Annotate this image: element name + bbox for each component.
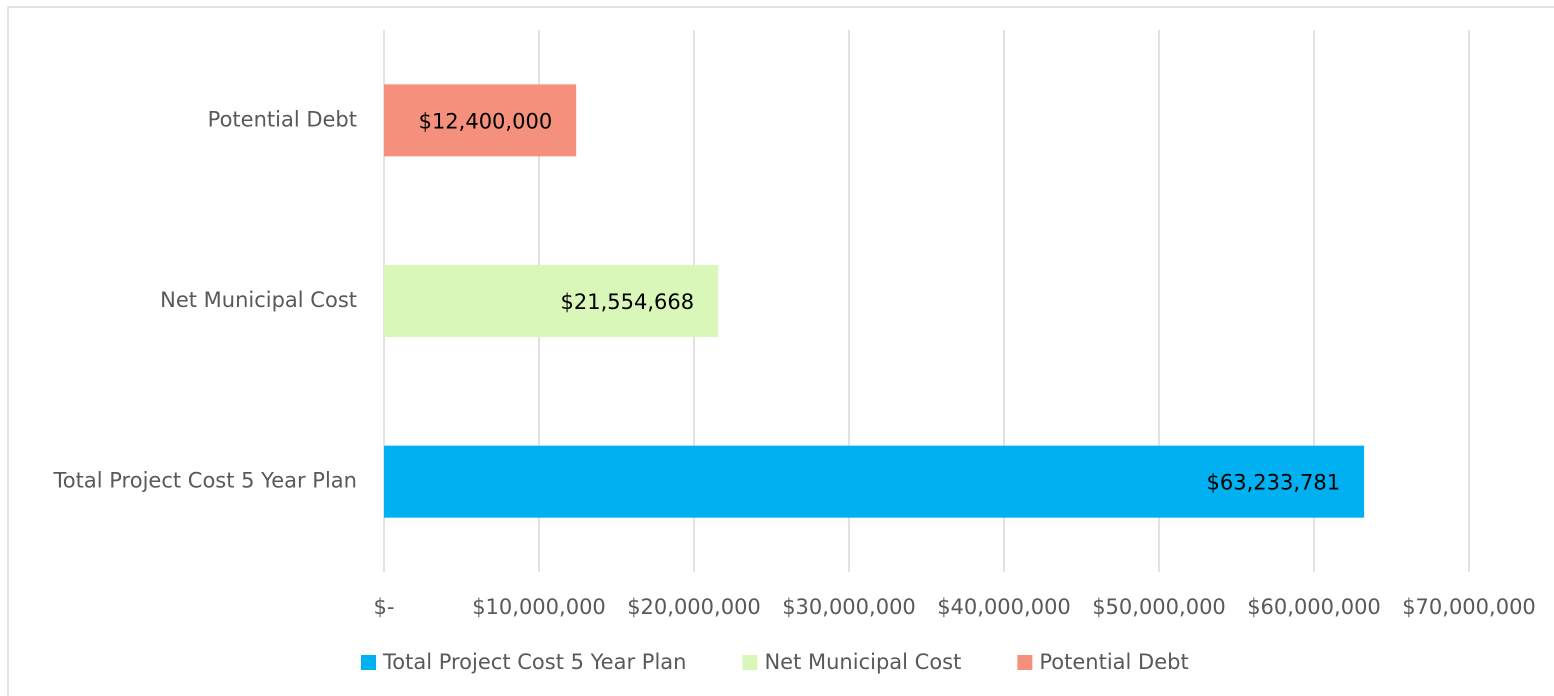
data-label: $21,554,668 (560, 290, 694, 314)
bar (384, 445, 1365, 518)
bar (384, 265, 719, 337)
x-tick-label: $70,000,000 (1402, 595, 1536, 619)
x-tick-label: $40,000,000 (937, 595, 1071, 619)
legend-swatch (361, 655, 376, 670)
legend-swatch (1017, 655, 1033, 670)
chart-frame (7, 6, 1554, 696)
legend-swatch (742, 655, 758, 670)
x-tick-label: $60,000,000 (1247, 595, 1381, 619)
y-tick-label: Total Project Cost 5 Year Plan (53, 469, 357, 493)
x-tick-label: $50,000,000 (1092, 595, 1226, 619)
legend-label: Total Project Cost 5 Year Plan (382, 650, 686, 674)
x-tick-label: $30,000,000 (782, 595, 916, 619)
x-tick-label: $10,000,000 (472, 595, 606, 619)
data-label: $12,400,000 (419, 109, 553, 133)
data-label: $63,233,781 (1207, 471, 1341, 495)
bar (384, 84, 577, 157)
x-tick-label: $20,000,000 (627, 595, 761, 619)
legend-label: Net Municipal Cost (764, 650, 961, 674)
y-tick-label: Net Municipal Cost (160, 288, 357, 312)
legend-label: Potential Debt (1039, 650, 1188, 674)
x-tick-label: $- (374, 595, 395, 619)
y-tick-label: Potential Debt (208, 107, 357, 131)
